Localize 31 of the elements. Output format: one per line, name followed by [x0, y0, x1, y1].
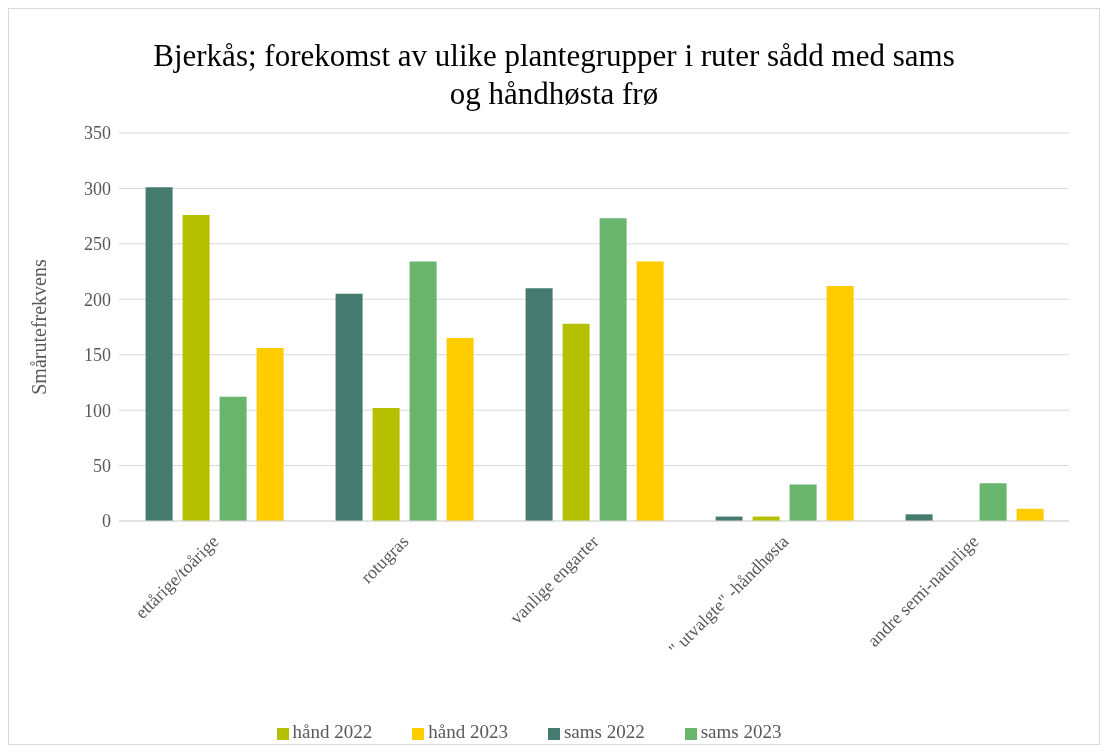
bar: [979, 483, 1007, 521]
y-tick-label: 200: [84, 289, 111, 310]
y-axis-title: Smårutefrekvens: [28, 259, 51, 395]
bar: [599, 218, 627, 521]
bar: [636, 261, 664, 521]
bar: [219, 396, 247, 521]
bar: [905, 514, 933, 521]
bar: [409, 261, 437, 521]
legend-label: hånd 2022: [292, 721, 373, 742]
bar: [562, 323, 590, 521]
y-tick-label: 0: [102, 511, 111, 532]
chart-title: Bjerkås; forekomst av ulike plantegrupper i ruter sådd med sams og håndhøsta frø: [152, 37, 956, 113]
bar: [372, 407, 400, 521]
legend-label: sams 2023: [700, 721, 782, 742]
bar: [256, 348, 284, 521]
bar: [335, 293, 363, 521]
bar: [789, 484, 817, 521]
y-tick-label: 100: [84, 400, 111, 421]
y-tick-label: 350: [84, 123, 111, 144]
bar: [525, 288, 553, 521]
bar: [826, 285, 854, 521]
bar: [446, 338, 474, 521]
y-tick-label: 150: [84, 345, 111, 366]
bar: [145, 187, 173, 521]
y-tick-label: 250: [84, 234, 111, 255]
y-tick-label: 300: [84, 178, 111, 199]
bar: [1016, 508, 1044, 521]
legend-label: hånd 2023: [428, 721, 508, 742]
legend-label: sams 2022: [563, 721, 645, 742]
y-tick-label: 50: [93, 455, 111, 476]
bar: [182, 215, 210, 521]
